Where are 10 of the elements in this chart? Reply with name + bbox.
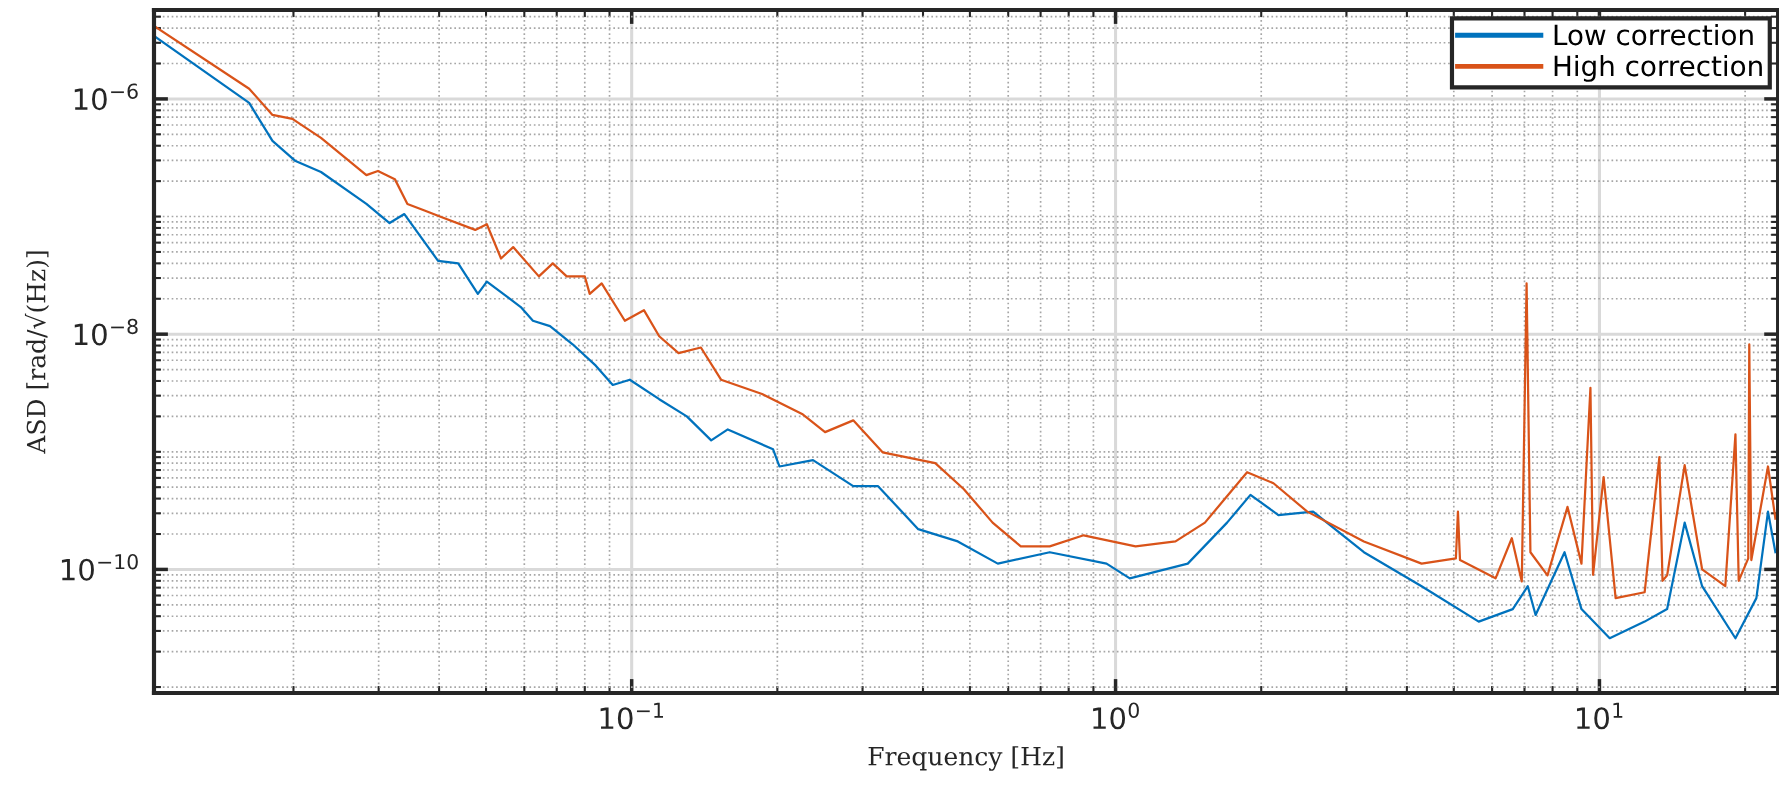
y-axis-title: ASD [rad/√(Hz)] bbox=[24, 251, 50, 454]
legend-label: Low correction bbox=[1554, 23, 1753, 46]
x-axis-title: Frequency [Hz] bbox=[868, 746, 1063, 771]
y-tick-label: 10$^{−6}$ bbox=[74, 83, 138, 111]
legend-label: High correction bbox=[1554, 54, 1762, 82]
x-tick-label: 10$^{1}$ bbox=[1576, 702, 1623, 730]
y-tick-label: 10$^{−10}$ bbox=[61, 553, 138, 581]
y-tick-label: 10$^{−8}$ bbox=[74, 318, 138, 346]
x-tick-label: 10$^{−1}$ bbox=[600, 702, 664, 730]
x-tick-label: 10$^{0}$ bbox=[1093, 702, 1139, 730]
